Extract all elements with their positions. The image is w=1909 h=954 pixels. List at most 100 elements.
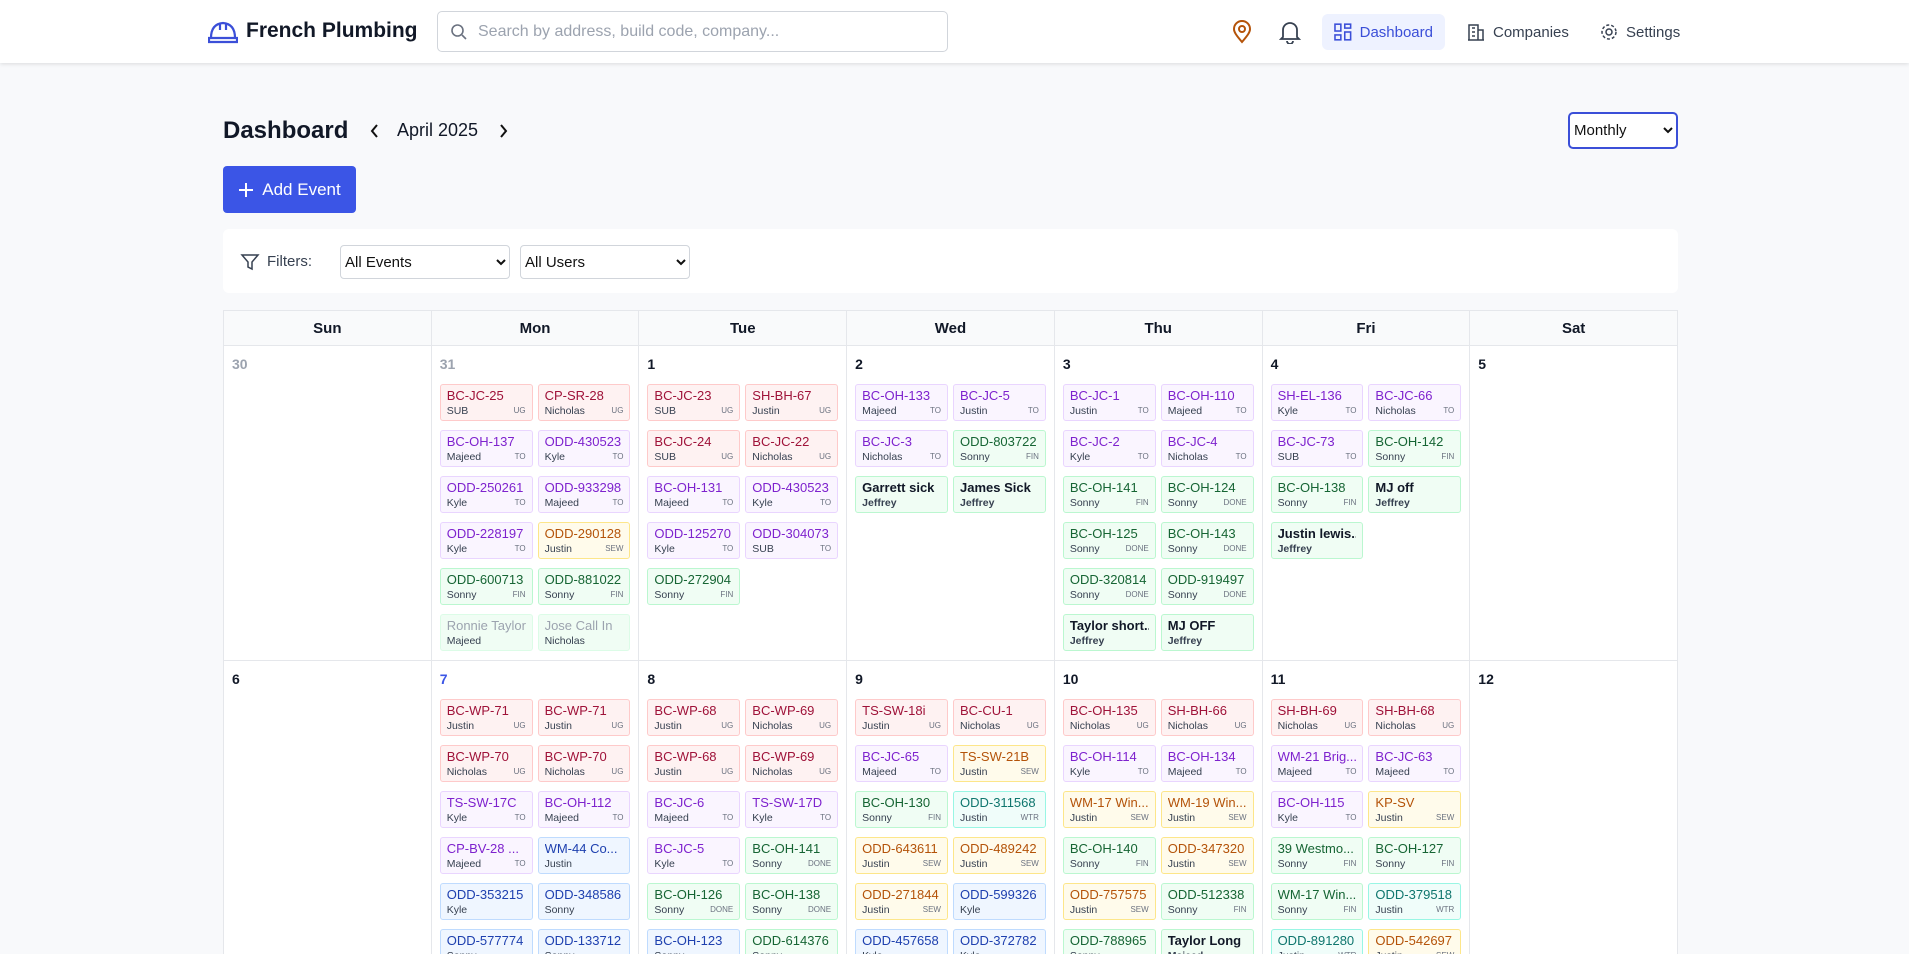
event[interactable]: BC-OH-141 Sonny DONE [745,837,839,874]
event[interactable]: CP-SR-28 Nicholas UG [537,384,631,421]
event[interactable]: ODD-599326 Kyle [952,883,1046,920]
day-cell[interactable]: 1 BC-JC-23 SUB UG SH-BH-67 Justin UG BC-JC-24 SU… [639,346,848,661]
event[interactable]: BC-OH-140 Sonny FIN [1062,837,1156,874]
event[interactable]: BC-OH-127 Sonny FIN [1368,837,1462,874]
day-cell[interactable]: 2 BC-OH-133 Majeed TO BC-JC-5 Justin TO BC-JC-3… [847,346,1055,661]
event[interactable]: ODD-542697Justin SEW [1368,929,1462,954]
event[interactable]: KP-SV Justin SEW [1368,791,1462,828]
event[interactable]: BC-WP-69 Nicholas UG [745,745,839,782]
day-cell[interactable]: 31 BC-JC-25 SUB UG CP-SR-28 Nicholas UG BC-OH-1… [431,346,640,661]
event[interactable]: BC-OH-112 Majeed TO [537,791,631,828]
event[interactable]: Justin lewis... Jeffrey [1270,522,1364,559]
event[interactable]: BC-JC-4 Nicholas TO [1160,430,1254,467]
location-icon[interactable] [1232,20,1252,44]
event[interactable]: ODD-614376Sonny [745,929,839,954]
add-event-button[interactable]: Add Event [223,166,356,213]
day-cell[interactable]: 6 [224,661,432,954]
event[interactable]: SH-BH-67 Justin UG [745,384,839,421]
event[interactable]: ODD-304073 SUB TO [745,522,839,559]
event[interactable]: BC-OH-131 Majeed TO [647,476,741,513]
view-select[interactable]: Monthly [1568,112,1678,149]
event[interactable]: ODD-919497 Sonny DONE [1160,568,1254,605]
event[interactable]: ODD-272904 Sonny FIN [647,568,741,605]
event[interactable]: ODD-372782Kyle [952,929,1046,954]
event[interactable]: ODD-430523 Kyle TO [537,430,631,467]
event[interactable]: CP-BV-28 ... Majeed TO [439,837,533,874]
event[interactable]: BC-JC-24 SUB UG [647,430,741,467]
event[interactable]: BC-OH-138 Sonny FIN [1270,476,1364,513]
day-cell[interactable]: 7 BC-WP-71 Justin UG BC-WP-71 Justin UG BC-WP-7… [432,661,640,954]
event[interactable]: BC-JC-65 Majeed TO [855,745,948,782]
day-cell[interactable]: 3 BC-JC-1 Justin TO BC-OH-110 Majeed TO BC-JC-2… [1054,346,1263,661]
day-cell[interactable]: 9 TS-SW-18i Justin UG BC-CU-1 Nicholas UG BC-JC… [847,661,1055,954]
event[interactable]: ODD-881022 Sonny FIN [537,568,631,605]
event[interactable]: BC-JC-22 Nicholas UG [745,430,839,467]
event[interactable]: Taylor short... Jeffrey [1062,614,1156,651]
event[interactable]: BC-WP-71 Justin UG [537,699,631,736]
event[interactable]: BC-OH-143 Sonny DONE [1160,522,1254,559]
event[interactable]: BC-WP-68 Justin UG [647,699,741,736]
nav-dashboard[interactable]: Dashboard [1322,14,1445,50]
event[interactable]: BC-OH-130 Sonny FIN [855,791,948,828]
event[interactable]: BC-WP-70 Nicholas UG [439,745,533,782]
event[interactable]: ODD-290128 Justin SEW [537,522,631,559]
event[interactable]: BC-OH-125 Sonny DONE [1062,522,1156,559]
event[interactable]: BC-OH-142 Sonny FIN [1368,430,1462,467]
event[interactable]: ODD-250261 Kyle TO [439,476,533,513]
event[interactable]: BC-OH-115 Kyle TO [1270,791,1364,828]
event[interactable]: ODD-788965Sonny [1062,929,1156,954]
event[interactable]: BC-OH-114 Kyle TO [1062,745,1156,782]
event[interactable]: ODD-271844 Justin SEW [855,883,948,920]
day-cell[interactable]: 5 [1470,346,1678,661]
event[interactable]: BC-WP-71 Justin UG [439,699,533,736]
event[interactable]: WM-17 Win... Justin SEW [1062,791,1156,828]
event[interactable]: ODD-489242 Justin SEW [952,837,1046,874]
event[interactable]: ODD-577774Sonny [439,929,533,954]
event[interactable]: SH-BH-69 Nicholas UG [1270,699,1364,736]
event[interactable]: ODD-353215 Kyle [439,883,533,920]
event[interactable]: ODD-133712Sonny [537,929,631,954]
event[interactable]: BC-OH-110 Majeed TO [1160,384,1254,421]
event[interactable]: BC-WP-70 Nicholas UG [537,745,631,782]
event[interactable]: TS-SW-17C Kyle TO [439,791,533,828]
event[interactable]: ODD-803722 Sonny FIN [952,430,1046,467]
event[interactable]: BC-OH-137 Majeed TO [439,430,533,467]
event[interactable]: ODD-457658Kyle [855,929,948,954]
event[interactable]: ODD-320814 Sonny DONE [1062,568,1156,605]
event[interactable]: WM-19 Win... Justin SEW [1160,791,1254,828]
event[interactable]: BC-OH-135 Nicholas UG [1062,699,1156,736]
event[interactable]: BC-WP-68 Justin UG [647,745,741,782]
event[interactable]: ODD-757575 Justin SEW [1062,883,1156,920]
event[interactable]: ODD-311568 Justin WTR [952,791,1046,828]
event[interactable]: SH-EL-136 Kyle TO [1270,384,1364,421]
user-filter[interactable]: All Users [520,245,690,279]
prev-month[interactable] [368,122,382,140]
event[interactable]: BC-OH-141 Sonny FIN [1062,476,1156,513]
event[interactable]: ODD-643611 Justin SEW [855,837,948,874]
event[interactable]: ODD-512338 Sonny FIN [1160,883,1254,920]
nav-settings[interactable]: Settings [1588,14,1692,50]
bell-icon[interactable] [1279,20,1301,44]
event[interactable]: BC-JC-23 SUB UG [647,384,741,421]
event[interactable]: BC-WP-69 Nicholas UG [745,699,839,736]
event[interactable]: BC-OH-126 Sonny DONE [647,883,741,920]
event-filter[interactable]: All Events [340,245,510,279]
event[interactable]: ODD-348586 Sonny [537,883,631,920]
event[interactable]: ODD-125270 Kyle TO [647,522,741,559]
event[interactable]: WM-21 Brig... Majeed TO [1270,745,1364,782]
event[interactable]: Taylor LongMajeed [1160,929,1254,954]
day-cell[interactable]: 8 BC-WP-68 Justin UG BC-WP-69 Nicholas UG BC-WP… [639,661,848,954]
event[interactable]: BC-JC-66 Nicholas TO [1368,384,1462,421]
event[interactable]: ODD-228197 Kyle TO [439,522,533,559]
event[interactable]: James Sick Jeffrey [952,476,1046,513]
event[interactable]: BC-JC-5 Kyle TO [647,837,741,874]
event[interactable]: Ronnie Taylor Majeed [439,614,533,651]
event[interactable]: ODD-379518 Justin WTR [1368,883,1462,920]
event[interactable]: MJ OFF Jeffrey [1160,614,1254,651]
event[interactable]: WM-17 Win... Sonny FIN [1270,883,1364,920]
event[interactable]: BC-JC-2 Kyle TO [1062,430,1156,467]
search-box[interactable]: Search by address, build code, company..… [437,11,948,52]
event[interactable]: BC-OH-123Sonny [647,929,741,954]
event[interactable]: SH-BH-66 Nicholas UG [1160,699,1254,736]
event[interactable]: WM-44 Co... Justin [537,837,631,874]
